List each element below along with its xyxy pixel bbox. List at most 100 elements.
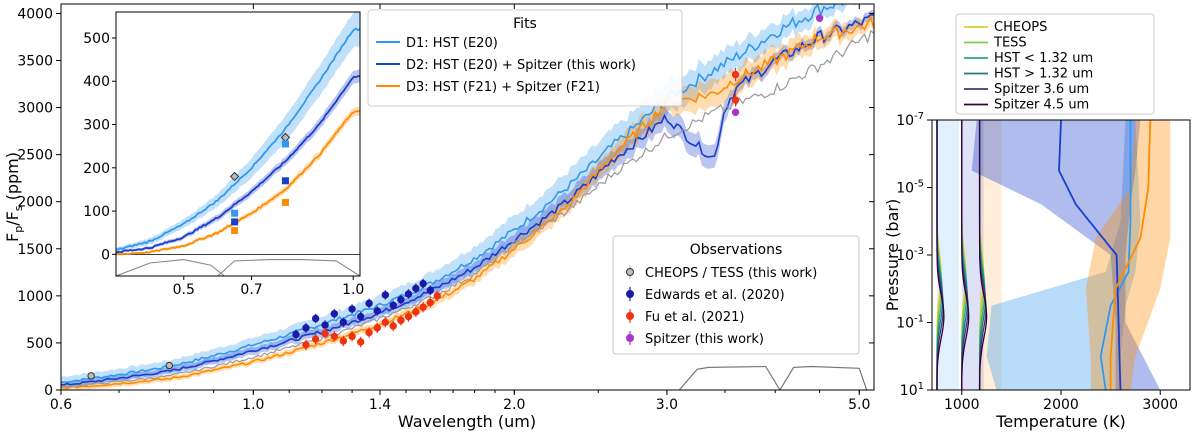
data-point-1-13 bbox=[404, 290, 413, 298]
tp-y-tick-label: 10-3 bbox=[896, 246, 924, 264]
contribution-curve-0-5 bbox=[936, 120, 945, 390]
main-y-label: Fp/Fs (ppm) bbox=[3, 152, 25, 242]
data-point-1-14 bbox=[412, 284, 420, 293]
data-point-2-6 bbox=[356, 338, 365, 346]
tp-x-tick-label: 3000 bbox=[1142, 397, 1178, 413]
fits-legend-label-0: D1: HST (E20) bbox=[406, 36, 498, 51]
contribution-curve-1-5 bbox=[961, 120, 970, 390]
inset-y-tick-label: 0 bbox=[101, 247, 110, 263]
line-series-2 bbox=[61, 16, 874, 390]
inset-line-1 bbox=[116, 75, 360, 254]
tp-y-tick-exp: -7 bbox=[914, 111, 924, 122]
data-point-1-8 bbox=[365, 299, 373, 308]
tp-y-tick-exp: -5 bbox=[914, 179, 924, 190]
data-point-2-0 bbox=[302, 341, 310, 349]
data-point-1-10 bbox=[381, 291, 390, 299]
data-point-1-11 bbox=[389, 301, 397, 309]
inset-y-tick-label: 400 bbox=[83, 74, 110, 90]
inset-marker-7 bbox=[281, 198, 289, 206]
fits-legend-title: Fits bbox=[513, 16, 537, 32]
data-point-1-16 bbox=[426, 286, 434, 294]
data-point-1-6 bbox=[348, 305, 356, 313]
data-point-2-2 bbox=[321, 329, 329, 338]
data-point-2-4 bbox=[339, 337, 347, 345]
obs-legend-label-2: Fu et al. (2021) bbox=[645, 310, 744, 325]
main-y-tick-label: 1500 bbox=[17, 242, 53, 258]
tp-y-tick-exp: -1 bbox=[914, 314, 924, 325]
fits-legend: Fits D1: HST (E20) D2: HST (E20) + Spitze… bbox=[367, 9, 683, 107]
tp-profile-1 bbox=[1058, 120, 1122, 390]
inset-x-tick-label: 1.0 bbox=[342, 282, 364, 298]
tp-legend-label-4: Spitzer 3.6 um bbox=[994, 82, 1089, 97]
fits-legend-label-1: D2: HST (E20) + Spitzer (this work) bbox=[406, 58, 636, 73]
main-x-tick-label: 2.0 bbox=[503, 397, 525, 413]
main-y-tick-label: 0 bbox=[44, 383, 53, 399]
tp-legend-label-3: HST > 1.32 um bbox=[994, 67, 1093, 82]
obs-legend-marker-1 bbox=[626, 290, 634, 298]
inset-x-tick-label: 0.5 bbox=[173, 282, 195, 298]
main-x-tick-label: 0.6 bbox=[50, 397, 72, 413]
tp-band-1 bbox=[971, 120, 1161, 390]
obs-legend-label-0: CHEOPS / TESS (this work) bbox=[645, 266, 817, 281]
tp-y-tick-exp: -3 bbox=[914, 246, 924, 257]
tp-y-tick-label: 10-1 bbox=[896, 314, 924, 332]
tp-y-tick-base: 10 bbox=[896, 248, 914, 264]
data-point-3-1 bbox=[815, 14, 824, 22]
main-axes: 0.6 1.0 1.4 2.0 3.0 5.00500100015002000250030… bbox=[17, 4, 874, 413]
main-x-tick-label: 5.0 bbox=[848, 397, 870, 413]
inset-y-tick-label: 200 bbox=[83, 161, 110, 177]
data-point-3-0 bbox=[731, 108, 740, 116]
inset-marker-4 bbox=[231, 218, 239, 226]
data-point-2-8 bbox=[373, 324, 381, 332]
fits-legend-label-2: D3: HST (F21) + Spitzer (F21) bbox=[406, 80, 600, 95]
inset-filter-1 bbox=[217, 259, 360, 276]
tp-y-tick-exp: 1 bbox=[918, 381, 924, 392]
obs-legend-marker-3 bbox=[626, 334, 634, 342]
data-point-1-12 bbox=[397, 295, 405, 304]
tp-y-tick-base: 10 bbox=[900, 383, 918, 399]
data-point-2-11 bbox=[397, 316, 405, 325]
main-filter-curves bbox=[678, 365, 868, 390]
tp-x-label: Temperature (K) bbox=[995, 412, 1125, 431]
inset-marker-0 bbox=[229, 171, 240, 182]
obs-legend-label-3: Spitzer (this work) bbox=[645, 332, 764, 347]
tp-legend-label-5: Spitzer 4.5 um bbox=[994, 98, 1089, 113]
data-point-2-9 bbox=[381, 318, 390, 326]
tp-legend-label-0: CHEOPS bbox=[994, 20, 1047, 35]
inset-chart: 0.5 0.7 1.0 0 100 200 300 400 500 bbox=[83, 11, 364, 298]
main-y-tick-label: 3500 bbox=[17, 53, 53, 69]
obs-legend-label-1: Edwards et al. (2020) bbox=[645, 288, 785, 303]
main-y-tick-label: 2500 bbox=[17, 148, 53, 164]
inset-markers bbox=[229, 132, 291, 235]
main-y-tick-label: 2000 bbox=[17, 195, 53, 211]
inset-x-tick-label: 0.7 bbox=[240, 282, 262, 298]
inset-axes: 0.5 0.7 1.0 0 100 200 300 400 500 bbox=[83, 31, 364, 298]
inset-y-tick-label: 500 bbox=[83, 31, 110, 47]
contribution-curve-2-5 bbox=[978, 120, 988, 390]
main-observations bbox=[87, 14, 824, 380]
tp-x-tick-label: 2000 bbox=[1043, 397, 1079, 413]
main-y-tick-label: 1000 bbox=[17, 289, 53, 305]
tp-profile-2 bbox=[1109, 120, 1152, 390]
main-y-tick-label: 500 bbox=[26, 336, 53, 352]
observations-legend: Observations CHEOPS / TESS (this work) Ed… bbox=[612, 235, 860, 355]
tp-legend-label-1: TESS bbox=[993, 36, 1027, 51]
data-point-1-15 bbox=[419, 279, 427, 288]
inset-filter-curves bbox=[116, 253, 360, 276]
obs-legend-marker-0 bbox=[626, 268, 634, 276]
obs-legend-marker-2 bbox=[626, 312, 634, 320]
tp-x-tick-label: 1000 bbox=[944, 397, 980, 413]
data-point-2-3 bbox=[330, 332, 338, 341]
data-point-2-12 bbox=[404, 312, 413, 321]
data-point-1-4 bbox=[330, 310, 338, 318]
tp-y-tick-base: 10 bbox=[896, 181, 914, 197]
line-series-1 bbox=[61, 14, 874, 386]
data-point-0-0 bbox=[87, 372, 95, 380]
tp-y-tick-label: 101 bbox=[900, 381, 924, 399]
inset-marker-2 bbox=[231, 209, 239, 217]
tp-band-0 bbox=[986, 120, 1141, 390]
tp-y-tick-label: 10-7 bbox=[896, 111, 924, 129]
